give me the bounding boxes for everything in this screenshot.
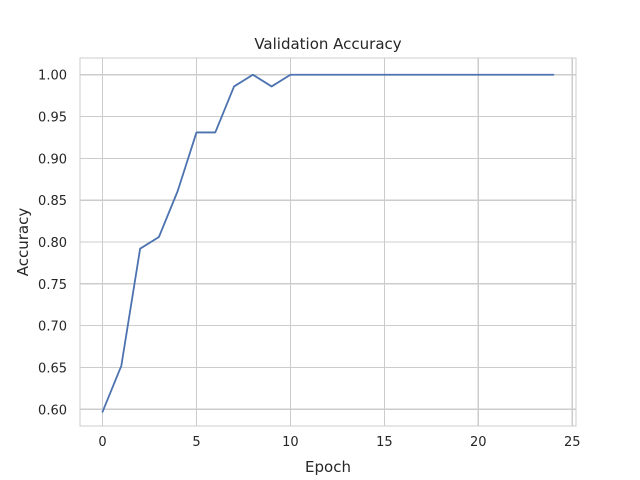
- x-tick-label-5: 25: [564, 435, 581, 450]
- series-layer: [101, 73, 555, 413]
- y-tick-label-4: 0.80: [38, 236, 67, 251]
- y-tick-label-5: 0.85: [38, 194, 67, 209]
- tick-label-layer: 0 5 10 15 20 25 0.60 0.65 0.70 0.75 0.80 0.85 0.90 0.…: [38, 69, 580, 450]
- y-axis-label: Accuracy: [14, 208, 32, 277]
- y-tick-label-8: 1.00: [38, 69, 67, 84]
- chart-title: Validation Accuracy: [254, 35, 401, 53]
- grid-layer: [80, 58, 576, 426]
- x-tick-label-0: 0: [98, 435, 106, 450]
- x-axis-label: Epoch: [305, 458, 351, 476]
- x-tick-label-1: 5: [192, 435, 200, 450]
- x-tick-label-2: 10: [282, 435, 299, 450]
- y-tick-label-6: 0.90: [38, 152, 67, 167]
- x-tick-label-4: 20: [470, 435, 487, 450]
- y-tick-label-2: 0.70: [38, 320, 67, 335]
- accuracy-line-0: [101, 73, 555, 413]
- y-tick-label-3: 0.75: [38, 278, 67, 293]
- y-tick-label-7: 0.95: [38, 111, 67, 126]
- plot-frame: [79, 57, 577, 427]
- y-tick-label-0: 0.60: [38, 403, 67, 418]
- y-tick-label-1: 0.65: [38, 361, 67, 376]
- x-tick-label-3: 15: [376, 435, 393, 450]
